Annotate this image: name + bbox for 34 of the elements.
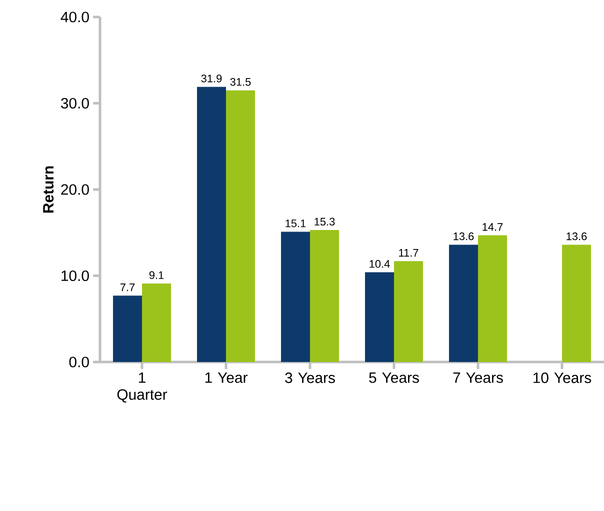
data-label: 15.1 bbox=[286, 220, 306, 228]
y-tick-label: 20.0 bbox=[61, 184, 89, 195]
bar bbox=[281, 232, 310, 362]
data-label: 13.6 bbox=[454, 232, 474, 240]
data-label: 13.6 bbox=[566, 232, 587, 240]
x-tick-label: 1 Year bbox=[205, 372, 248, 383]
data-label: 31.5 bbox=[230, 78, 251, 86]
bar bbox=[310, 230, 339, 362]
y-tick-label: 0.0 bbox=[69, 356, 89, 368]
bar bbox=[449, 244, 478, 362]
x-tick-label: 10 Years bbox=[534, 372, 592, 384]
bar bbox=[142, 284, 171, 362]
x-tick-label: 7 Years bbox=[453, 372, 503, 383]
bar bbox=[562, 244, 591, 362]
y-tick-label: 10.0 bbox=[62, 270, 89, 282]
y-axis-title: Return bbox=[43, 166, 54, 213]
bar bbox=[394, 261, 423, 362]
data-label: 7.7 bbox=[120, 284, 135, 292]
x-tick-label: 5 Years bbox=[369, 372, 419, 383]
data-label: 14.7 bbox=[482, 223, 503, 231]
data-label: 10.4 bbox=[370, 260, 390, 268]
x-tick-label: 1 Quarter bbox=[117, 372, 168, 403]
y-tick-label: 40.0 bbox=[60, 12, 89, 22]
data-label: 31.9 bbox=[201, 74, 222, 82]
data-label: 9.1 bbox=[149, 271, 164, 279]
bar bbox=[113, 296, 142, 362]
bar bbox=[197, 86, 226, 362]
data-label: 15.3 bbox=[314, 218, 335, 226]
x-tick-label: 3 Years bbox=[285, 372, 335, 384]
bar bbox=[226, 90, 255, 362]
y-tick-label: 30.0 bbox=[60, 98, 89, 109]
data-label: 11.7 bbox=[399, 249, 418, 257]
bar bbox=[365, 272, 394, 362]
bar bbox=[478, 235, 507, 362]
